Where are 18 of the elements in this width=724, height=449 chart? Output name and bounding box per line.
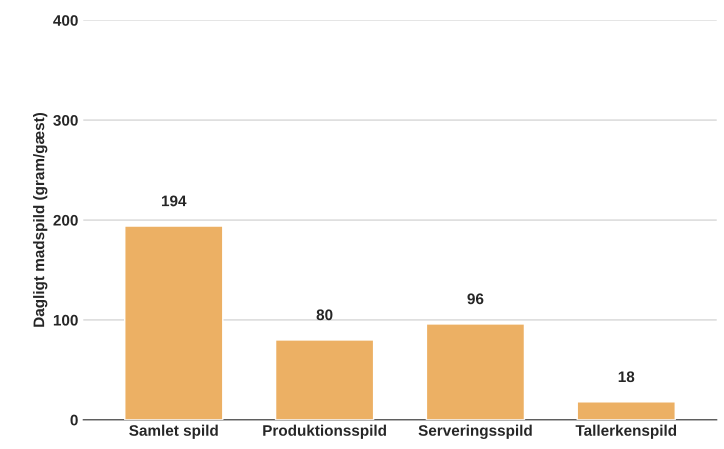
- bar: [576, 401, 676, 420]
- y-axis-title: Dagligt madspild (gram/gæst): [33, 112, 48, 327]
- y-tick-label: 100: [54, 314, 78, 326]
- data-label: 18: [618, 371, 634, 382]
- y-tick-label: 300: [53, 114, 78, 126]
- data-label: 194: [162, 196, 186, 206]
- y-tick-label: 0: [70, 414, 78, 426]
- x-tick-label: Tallerkenspild: [576, 424, 676, 439]
- data-label: 96: [467, 293, 484, 304]
- y-tick-label: 400: [53, 15, 78, 26]
- y-tick-label: 200: [53, 214, 78, 226]
- x-tick-label: Samlet spild: [129, 424, 218, 439]
- x-tick-label: Produktionsspild: [263, 424, 386, 439]
- bar: [124, 225, 224, 420]
- data-label: 80: [316, 309, 332, 320]
- x-tick-label: Serveringsspild: [418, 424, 532, 439]
- bar: [426, 323, 526, 420]
- bar: [274, 339, 374, 420]
